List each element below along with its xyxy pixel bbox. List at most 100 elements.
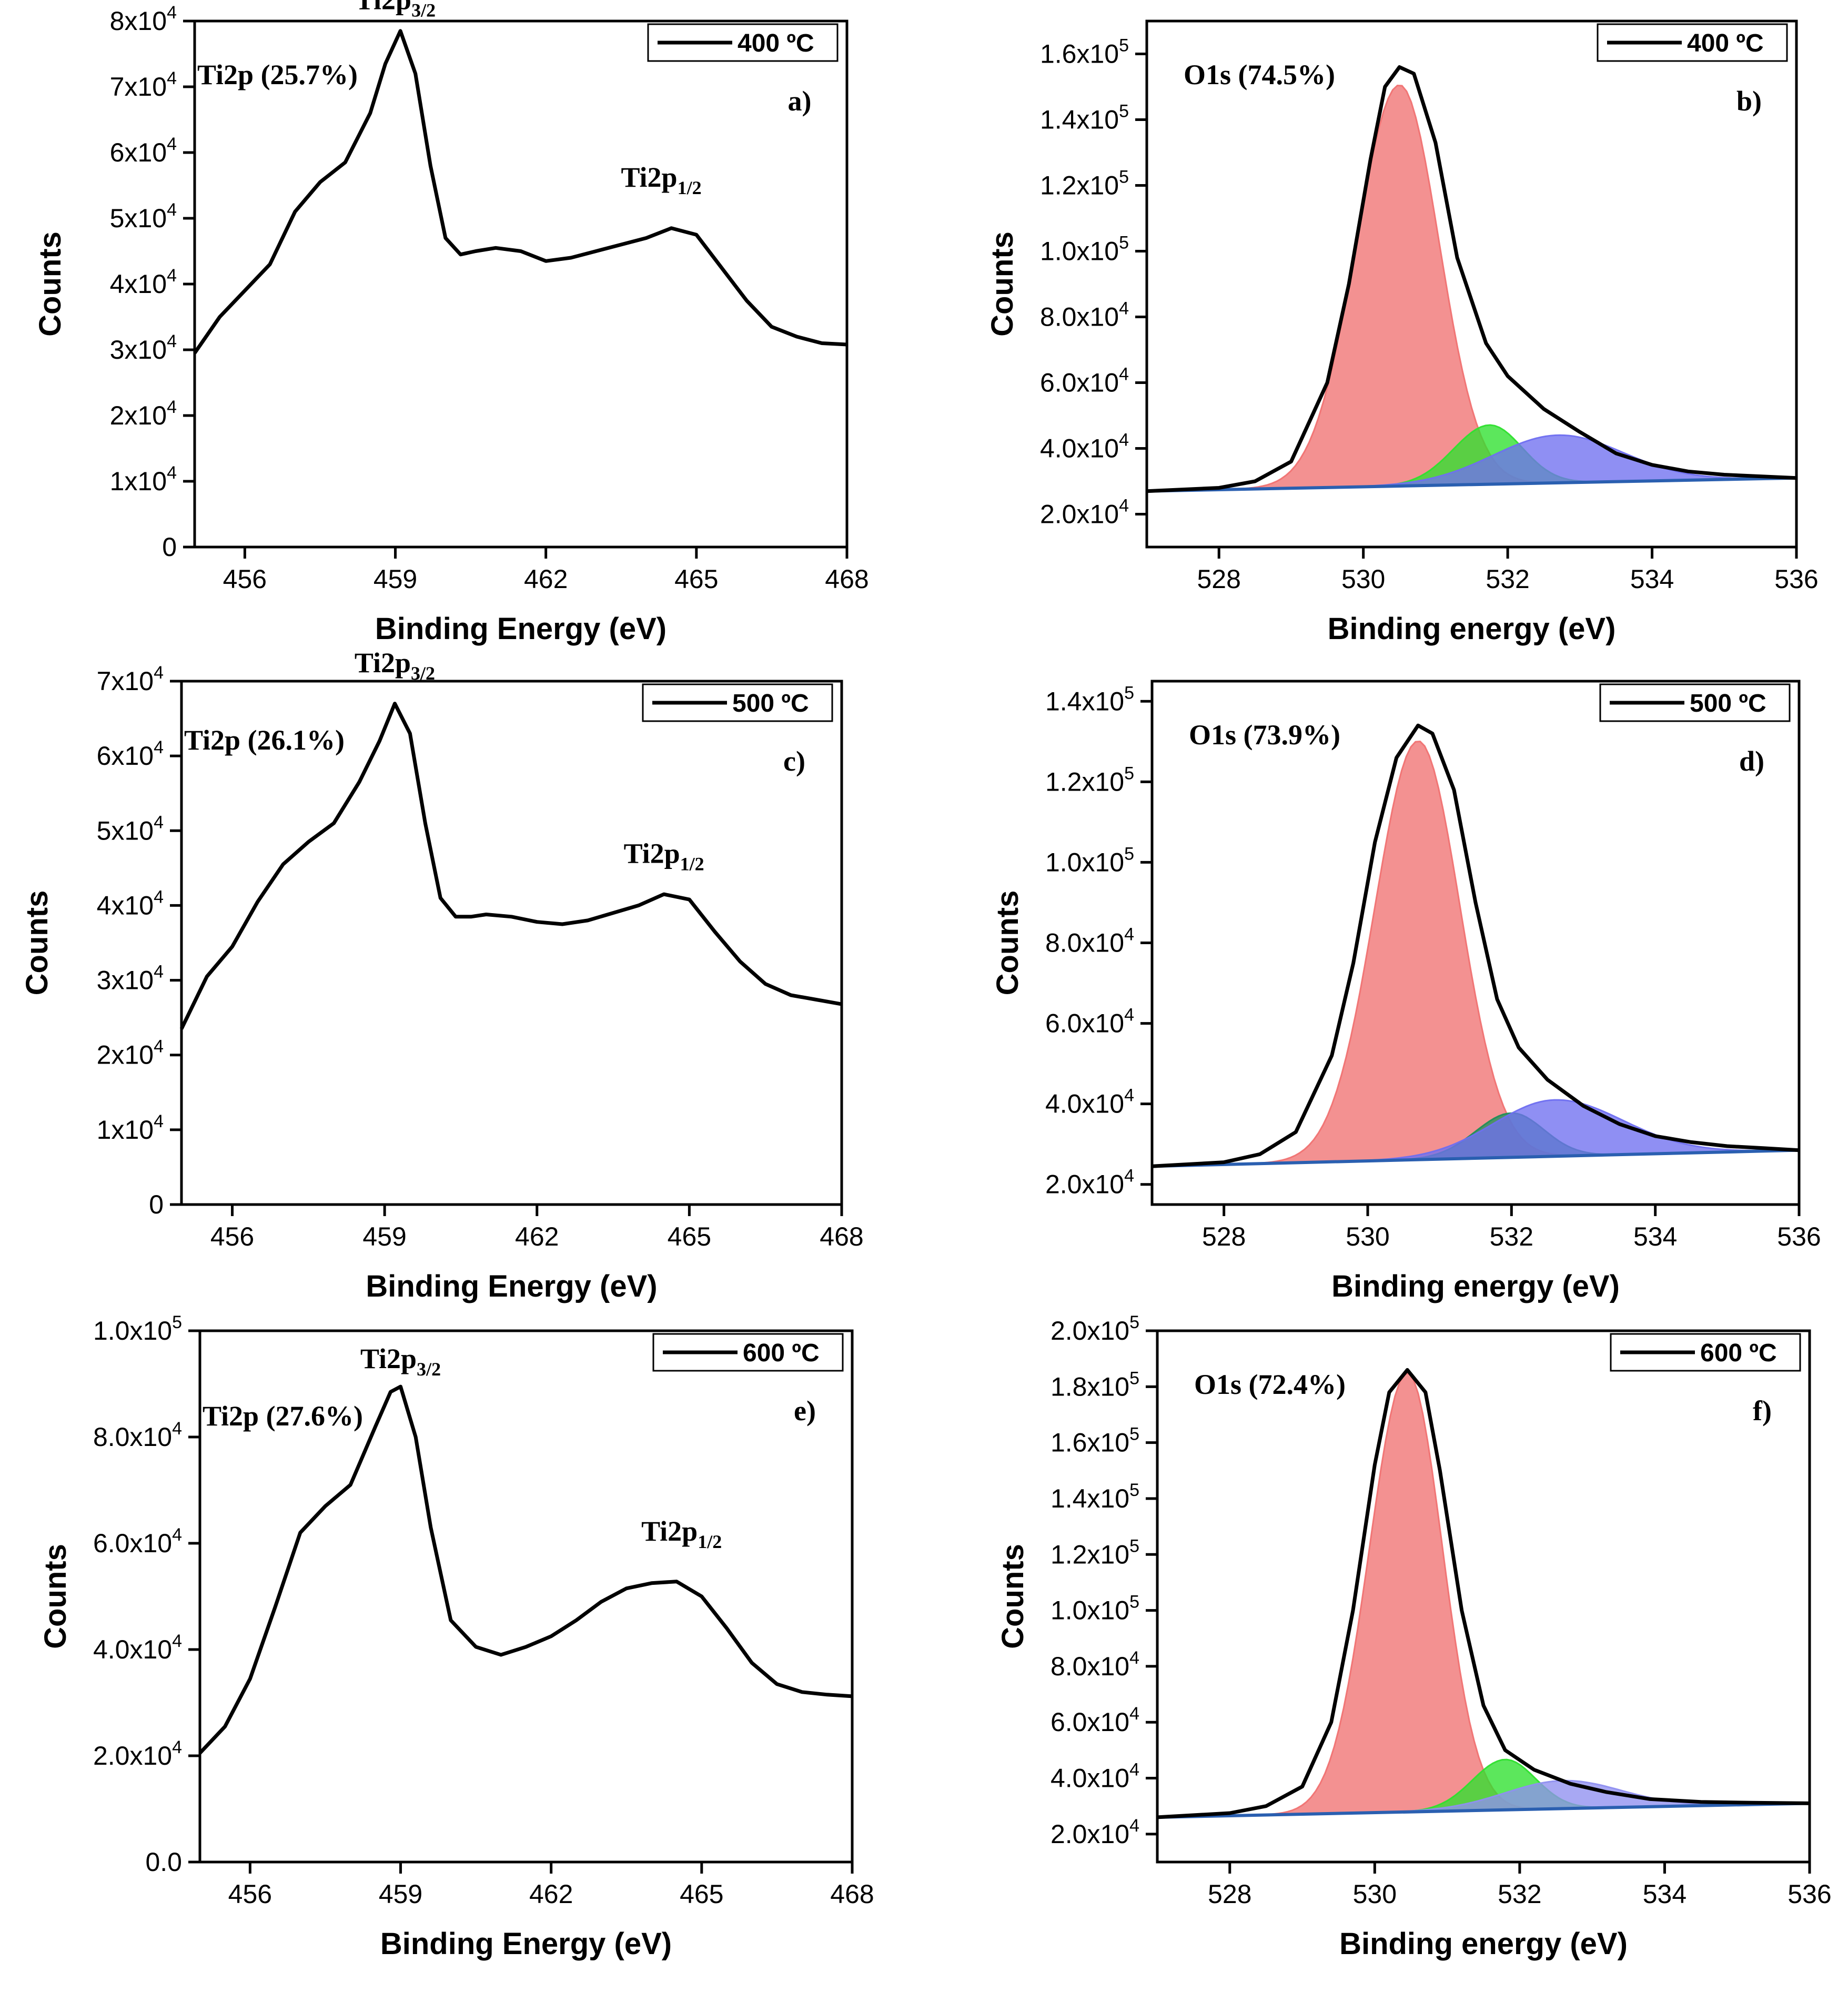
- y-tick-label: 1.4x105: [1045, 683, 1134, 716]
- y-tick-base: 1.4x10: [1051, 1484, 1129, 1513]
- peak-label-main: Ti2p: [355, 647, 411, 679]
- fit-component-1: [1152, 741, 1800, 1167]
- y-tick-exponent: 4: [1129, 1816, 1139, 1836]
- y-tick-exponent: 4: [1119, 299, 1129, 319]
- y-tick-base: 6x10: [110, 138, 167, 167]
- y-tick-base: 6.0x10: [1051, 1707, 1129, 1737]
- y-tick-exponent: 5: [1129, 1480, 1139, 1500]
- y-tick-label: 1.0x105: [1040, 233, 1129, 266]
- y-tick-label: 1.8x105: [1051, 1368, 1139, 1401]
- x-tick-label: 530: [1353, 1879, 1397, 1909]
- y-tick-label: 0: [162, 532, 177, 562]
- x-tick-label: 462: [524, 564, 568, 594]
- x-axis-title: Binding energy (eV): [1339, 1927, 1628, 1961]
- y-tick-exponent: 4: [154, 887, 164, 907]
- y-tick-base: 8.0x10: [1040, 302, 1119, 332]
- y-tick-exponent: 5: [1119, 36, 1129, 56]
- legend-label: 600 ºC: [743, 1339, 820, 1367]
- y-tick-base: 5x10: [97, 816, 154, 845]
- peak-label-subscript: 1/2: [698, 1531, 722, 1552]
- y-tick-label: 1x104: [97, 1111, 164, 1145]
- y-tick-base: 1.0x10: [93, 1316, 172, 1345]
- x-tick-label: 465: [674, 564, 718, 594]
- x-tick-label: 532: [1490, 1222, 1533, 1251]
- y-tick-base: 0.0: [145, 1847, 182, 1877]
- y-tick-exponent: 4: [1124, 1166, 1134, 1186]
- peak-label: Ti2p3/2: [355, 0, 436, 21]
- y-tick-exponent: 4: [167, 331, 177, 351]
- x-tick-label: 530: [1341, 564, 1385, 594]
- y-tick-exponent: 4: [172, 1525, 182, 1545]
- legend-label: 500 ºC: [1690, 690, 1766, 717]
- series-line-1: [1152, 723, 1800, 1168]
- y-tick-base: 4.0x10: [1040, 434, 1119, 463]
- y-tick-label: 0: [149, 1190, 164, 1219]
- y-tick-label: 2.0x104: [1051, 1816, 1139, 1849]
- y-tick-label: 1.6x105: [1040, 36, 1129, 69]
- x-tick-label: 456: [223, 564, 267, 594]
- y-tick-base: 3x10: [97, 966, 154, 995]
- x-axis-title: Binding Energy (eV): [375, 612, 667, 646]
- y-tick-exponent: 4: [1119, 430, 1129, 450]
- y-tick-label: 4.0x104: [93, 1631, 182, 1664]
- y-tick-exponent: 4: [154, 1111, 164, 1131]
- peak-label-subscript: 3/2: [411, 0, 436, 21]
- y-tick-exponent: 4: [1124, 925, 1134, 945]
- y-tick-base: 4.0x10: [1045, 1089, 1124, 1119]
- y-tick-label: 2.0x104: [93, 1737, 182, 1771]
- panel-letter: e): [794, 1395, 816, 1427]
- y-tick-label: 1.2x105: [1040, 167, 1129, 200]
- y-tick-label: 1.0x105: [93, 1312, 182, 1345]
- peak-label: Ti2p3/2: [355, 647, 435, 684]
- x-tick-label: 532: [1486, 564, 1529, 594]
- panel-letter: b): [1736, 85, 1762, 117]
- panel-e: 456 459 462 465 4680.02.0x1044.0x1046.0x1048…: [38, 1312, 874, 1961]
- x-tick-label: 456: [228, 1879, 272, 1909]
- y-tick-label: 5x104: [97, 812, 164, 845]
- peak-label-subscript: 3/2: [411, 663, 435, 684]
- fit-component-1: [1157, 1372, 1810, 1818]
- y-tick-exponent: 4: [1124, 1086, 1134, 1106]
- y-tick-exponent: 5: [1124, 683, 1134, 703]
- y-tick-base: 4x10: [97, 891, 154, 920]
- x-tick-label: 530: [1346, 1222, 1389, 1251]
- y-tick-exponent: 4: [172, 1737, 182, 1757]
- panel-letter: c): [783, 745, 805, 777]
- y-tick-base: 3x10: [110, 335, 167, 365]
- y-tick-label: 2x104: [97, 1037, 164, 1070]
- y-tick-label: 6x104: [97, 737, 164, 771]
- summary-annotation: Ti2p (26.1%): [184, 724, 345, 756]
- y-tick-exponent: 5: [1119, 233, 1129, 253]
- y-tick-base: 2.0x10: [1040, 500, 1119, 529]
- y-tick-base: 5x10: [110, 204, 167, 233]
- y-tick-base: 8.0x10: [93, 1422, 172, 1452]
- panel-f: 528 530 532 534 5362.0x1044.0x1046.0x1048.0x…: [996, 1312, 1832, 1961]
- y-tick-label: 1.4x105: [1051, 1480, 1139, 1513]
- y-tick-base: 2x10: [110, 401, 167, 430]
- y-tick-label: 4x104: [110, 266, 177, 299]
- y-tick-label: 4x104: [97, 887, 164, 920]
- y-tick-label: 2.0x104: [1040, 496, 1129, 529]
- y-tick-label: 4.0x104: [1051, 1760, 1139, 1793]
- y-tick-exponent: 4: [1124, 1005, 1134, 1025]
- legend-label: 400 ºC: [1687, 29, 1764, 57]
- y-tick-exponent: 5: [1129, 1368, 1139, 1388]
- y-tick-label: 6.0x104: [1051, 1704, 1139, 1737]
- x-tick-label: 536: [1777, 1222, 1821, 1251]
- y-tick-base: 2.0x10: [1051, 1316, 1129, 1345]
- panel-b: 528 530 532 534 5362.0x1044.0x1046.0x1048.0x…: [985, 19, 1819, 646]
- series-line-1: [1146, 65, 1797, 493]
- summary-annotation: O1s (72.4%): [1194, 1369, 1346, 1400]
- peak-label-subscript: 3/2: [417, 1359, 441, 1380]
- y-tick-base: 2.0x10: [93, 1741, 172, 1771]
- y-tick-label: 2.0x105: [1051, 1312, 1139, 1345]
- x-tick-label: 462: [515, 1222, 559, 1251]
- x-tick-label: 534: [1630, 564, 1674, 594]
- y-tick-base: 6x10: [97, 741, 154, 771]
- y-tick-base: 1.4x10: [1040, 105, 1119, 135]
- y-axis-title: Counts: [996, 1544, 1030, 1649]
- plot-frame: [198, 1329, 854, 1864]
- summary-annotation: Ti2p (27.6%): [203, 1400, 363, 1432]
- y-tick-exponent: 4: [154, 1037, 164, 1057]
- y-tick-base: 4x10: [110, 269, 167, 299]
